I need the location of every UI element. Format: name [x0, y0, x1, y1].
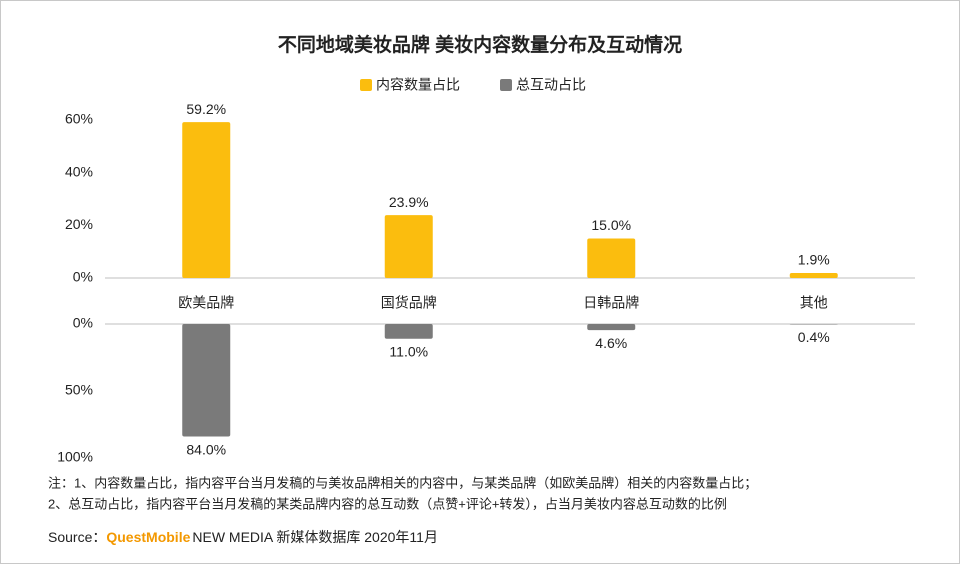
value-label: 1.9% — [798, 252, 830, 268]
chart-title: 不同地域美妆品牌 美妆内容数量分布及互动情况 — [278, 33, 682, 56]
y-tick-label: 20% — [65, 216, 93, 232]
value-label: 0.4% — [798, 329, 830, 345]
y-tick-label: 40% — [65, 163, 93, 179]
value-label: 15.0% — [591, 217, 631, 233]
bar — [789, 272, 838, 278]
bar — [789, 324, 838, 325]
source: Source：QuestMobile NEW MEDIA 新媒体数据库 2020年… — [48, 529, 438, 545]
legend-swatch — [360, 79, 372, 91]
y-tick-label: 0% — [73, 269, 93, 285]
value-label: 59.2% — [186, 101, 226, 117]
x-tick-label: 欧美品牌 — [178, 295, 234, 311]
bar — [384, 215, 433, 278]
value-label: 11.0% — [389, 343, 428, 359]
y-tick-label: 60% — [65, 111, 93, 127]
source-prefix: Source： — [48, 529, 106, 545]
source-brand: QuestMobile — [106, 529, 190, 545]
x-tick-label: 日韩品牌 — [583, 295, 639, 311]
y-tick-label: 100% — [57, 449, 93, 465]
note: 注：1、内容数量占比，指内容平台当月发稿的与美妆品牌相关的内容中，与某类品牌（如… — [48, 475, 757, 491]
source-rest: NEW MEDIA 新媒体数据库 2020年11月 — [192, 529, 438, 545]
bar — [587, 238, 636, 278]
x-tick-label: 国货品牌 — [381, 295, 437, 311]
y-tick-label: 50% — [65, 382, 93, 398]
bar — [587, 324, 636, 331]
legend-swatch — [500, 79, 512, 91]
bar — [182, 324, 231, 437]
legend-label: 总互动占比 — [516, 77, 586, 93]
value-label: 23.9% — [389, 194, 429, 210]
y-tick-label: 0% — [73, 315, 93, 331]
value-label: 4.6% — [595, 335, 627, 351]
bar — [384, 324, 433, 339]
x-tick-label: 其他 — [800, 295, 828, 311]
legend-label: 内容数量占比 — [376, 77, 460, 93]
note: 2、总互动占比，指内容平台当月发稿的某类品牌内容的总互动数（点赞+评论+转发），… — [48, 496, 727, 511]
bar — [182, 122, 231, 279]
value-label: 84.0% — [186, 441, 226, 457]
